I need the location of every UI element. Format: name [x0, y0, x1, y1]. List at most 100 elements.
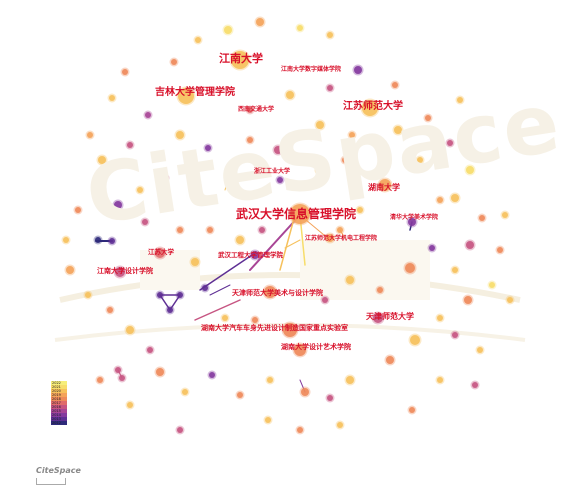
institution-node	[167, 307, 173, 313]
co-occurrence-edge	[279, 214, 296, 271]
institution-node	[115, 267, 125, 277]
institution-node	[267, 377, 273, 383]
institution-node	[437, 197, 443, 203]
institution-node	[346, 276, 354, 284]
label-jiangsu-university: 江苏大学	[148, 248, 174, 256]
co-occurrence-edge	[194, 299, 241, 321]
institution-node	[114, 201, 122, 209]
label-wuhan-engineering: 武汉工程大学管理学院	[218, 251, 283, 259]
institution-node	[207, 227, 213, 233]
institution-node	[297, 427, 303, 433]
institution-node	[342, 157, 348, 163]
institution-node	[237, 392, 243, 398]
institution-node	[477, 347, 483, 353]
institution-node	[386, 356, 394, 364]
institution-node	[119, 375, 125, 381]
label-hunan-auto-lab: 湖南大学汽车车身先进设计制造国家重点实验室	[201, 324, 348, 332]
bg-arc	[59, 272, 521, 303]
legend-year-2017: 2017	[51, 401, 67, 405]
label-zhejiang-tech: 浙江工业大学	[254, 168, 291, 175]
institution-node	[337, 422, 343, 428]
institution-node	[301, 388, 309, 396]
institution-node	[472, 382, 478, 388]
label-jiangnan-digital-media: 江南大学数字媒体学院	[281, 66, 342, 73]
institution-node	[109, 238, 115, 244]
institution-node	[437, 377, 443, 383]
label-tianjin-normal: 天津师范大学	[366, 312, 414, 321]
institution-node	[316, 166, 324, 174]
institution-node	[452, 332, 458, 338]
institution-node	[327, 395, 333, 401]
label-jiangsu-normal: 江苏师范大学	[343, 101, 403, 112]
institution-node	[286, 91, 294, 99]
institution-node	[425, 115, 431, 121]
bg-block	[140, 250, 200, 290]
institution-node	[155, 248, 165, 258]
institution-node	[464, 296, 472, 304]
institution-node	[236, 236, 244, 244]
institution-node	[142, 219, 148, 225]
institution-node	[507, 297, 513, 303]
institution-node	[177, 227, 183, 233]
co-occurrence-edge	[209, 284, 231, 296]
institution-node	[277, 177, 283, 183]
institution-node	[447, 140, 453, 146]
institution-node	[429, 245, 435, 251]
legend-year-2013: 2013	[51, 417, 67, 421]
institution-node	[466, 241, 474, 249]
institution-node	[452, 267, 458, 273]
co-occurrence-edge	[224, 171, 231, 191]
institution-node	[357, 207, 363, 213]
institution-node	[251, 251, 259, 259]
institution-node	[127, 142, 133, 148]
institution-node	[259, 227, 265, 233]
citespace-logo-mark	[36, 478, 66, 485]
institution-node	[109, 95, 115, 101]
label-hunan-design-art: 湖南大学设计艺术学院	[281, 343, 351, 351]
institution-node	[326, 234, 334, 242]
institution-node	[394, 126, 402, 134]
legend-year-2021: 2021	[51, 385, 67, 389]
institution-node	[209, 372, 215, 378]
institution-node	[228, 168, 236, 176]
label-jiangnan-university: 江南大学	[219, 52, 263, 65]
label-jiangsu-normal-mech: 江苏师范大学机电工程学院	[305, 235, 378, 242]
institution-node	[264, 286, 276, 298]
institution-node	[377, 287, 383, 293]
institution-node	[297, 25, 303, 31]
institution-node	[410, 335, 420, 345]
institution-node	[156, 368, 164, 376]
institution-node	[497, 247, 503, 253]
institution-node	[97, 377, 103, 383]
institution-node	[373, 313, 383, 323]
institution-node	[283, 323, 297, 337]
institution-node	[107, 307, 113, 313]
institution-node	[479, 215, 485, 221]
year-color-legend: 2022 2021 2020 2019 2018 2017 2016 2015 2014 2013…	[51, 381, 67, 425]
institution-node	[274, 146, 282, 154]
institution-node	[290, 204, 310, 224]
institution-node	[145, 112, 151, 118]
institution-node	[66, 266, 74, 274]
legend-year-2014: 2014	[51, 413, 67, 417]
legend-year-2022: 2022	[51, 381, 67, 385]
institution-node	[95, 237, 101, 243]
institution-node	[322, 297, 328, 303]
institution-node	[457, 97, 463, 103]
institution-node	[87, 132, 93, 138]
legend-year-2016: 2016	[51, 405, 67, 409]
legend-year-2012: 2012	[51, 421, 67, 425]
institution-node	[177, 292, 183, 298]
institution-node	[294, 344, 306, 356]
co-occurrence-edge	[169, 294, 181, 311]
institution-node	[379, 179, 391, 191]
institution-node	[252, 317, 258, 323]
co-occurrence-edge	[159, 294, 171, 311]
institution-node	[177, 427, 183, 433]
institution-node	[409, 407, 415, 413]
institution-node	[451, 194, 459, 202]
institution-node	[75, 207, 81, 213]
institution-node	[256, 18, 264, 26]
institution-node	[327, 32, 333, 38]
